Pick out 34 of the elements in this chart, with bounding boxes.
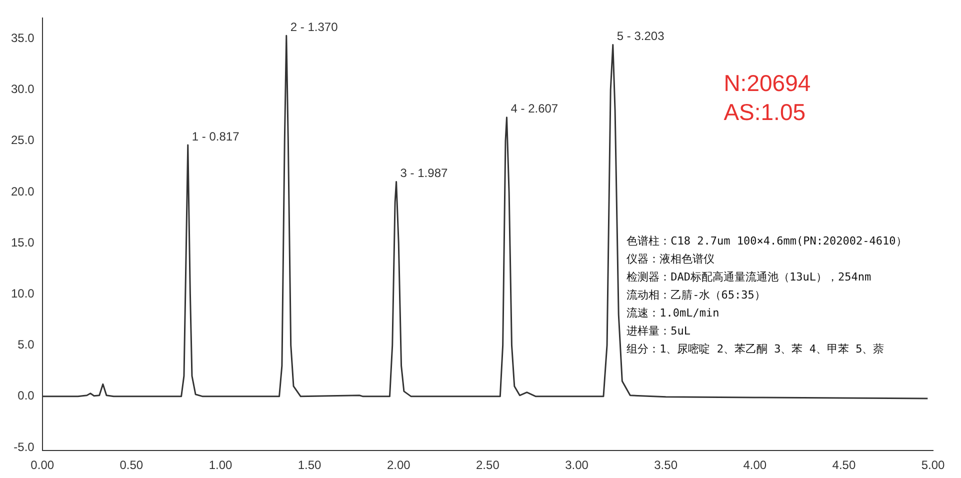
annotation: 3 - 1.987 [400, 166, 448, 180]
annotation: 进样量：5uL [626, 324, 691, 338]
x-tick-label: 4.50 [832, 458, 856, 472]
annotation: N:20694 [724, 70, 811, 96]
annotation: 4 - 2.607 [510, 102, 558, 116]
y-tick-label: -5.0 [14, 440, 35, 454]
annotation: 仪器：液相色谱仪 [626, 252, 715, 266]
annotation: 流速：1.0mL/min [626, 306, 720, 320]
annotation: AS:1.05 [724, 99, 806, 126]
annotation: 1 - 0.817 [192, 129, 240, 144]
y-tick-label: 25.0 [10, 133, 35, 148]
x-tick-label: 3.00 [565, 458, 589, 472]
annotation: 检测器：DAD标配高通量流通池（13uL），254nm [626, 270, 872, 284]
y-tick-label: 0.0 [18, 388, 35, 403]
x-tick-label: 1.00 [208, 458, 232, 472]
x-tick-label: 1.50 [298, 458, 322, 472]
y-tick-label: 10.0 [10, 286, 35, 301]
x-tick-label: 3.50 [654, 458, 678, 472]
x-tick-label: 5.00 [921, 458, 945, 472]
annotation: 2 - 1.370 [290, 20, 338, 34]
x-tick-label: 2.00 [386, 458, 411, 472]
x-tick-label: 0.00 [30, 458, 54, 472]
y-tick-label: 30.0 [10, 82, 35, 96]
y-tick-label: 15.0 [10, 235, 35, 250]
x-tick-label: 2.50 [476, 458, 500, 472]
y-tick-label: 35.0 [10, 30, 35, 45]
annotation: 色谱柱：C18 2.7um 100×4.6mm(PN:202002-4610） [626, 234, 907, 248]
annotation: 流动相：乙腈-水（65:35） [626, 288, 766, 302]
x-tick-label: 0.50 [120, 458, 144, 472]
x-tick-label: 4.00 [743, 458, 767, 472]
annotation: 组分：1、尿嘧啶 2、苯乙酮 3、苯 4、甲苯 5、萘 [626, 342, 884, 356]
y-tick-label: 5.0 [18, 338, 35, 352]
y-tick-label: 20.0 [10, 184, 35, 198]
annotation: 5 - 3.203 [616, 29, 665, 44]
